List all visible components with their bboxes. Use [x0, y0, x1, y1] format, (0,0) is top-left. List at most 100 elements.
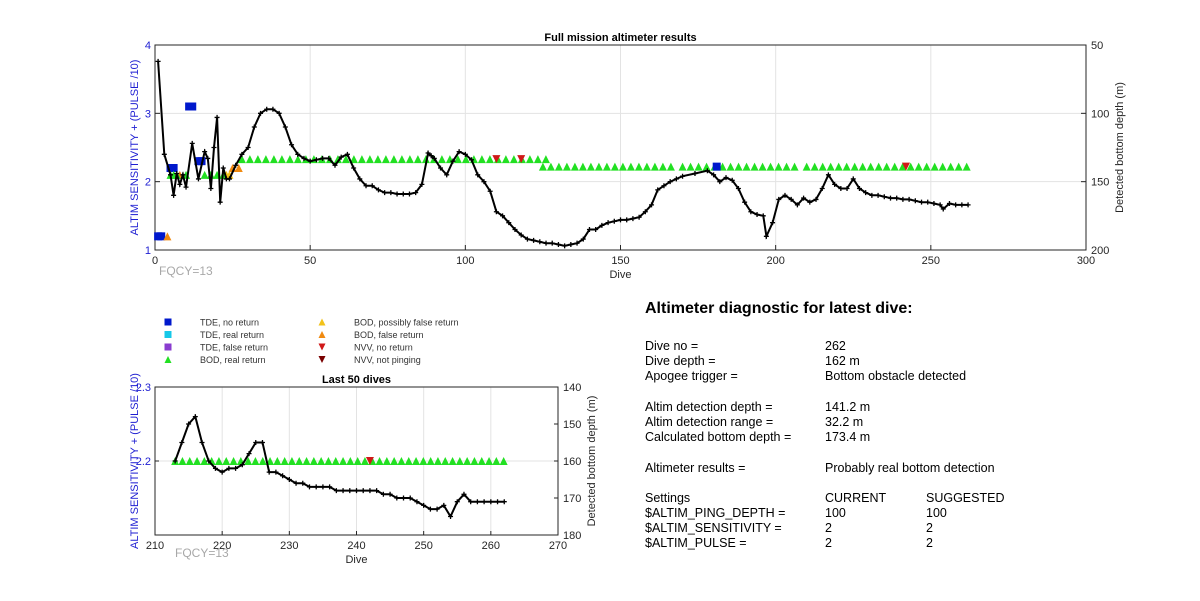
- x-tick-label: 260: [482, 540, 500, 552]
- settings-row-col1: $ALTIM_SENSITIVITY =: [645, 521, 782, 535]
- nvv-no-return-marker: [365, 457, 374, 465]
- nvv-no-return-marker: [517, 155, 526, 164]
- depth-point: [301, 155, 307, 161]
- depth-point: [441, 502, 447, 508]
- depth-point: [347, 488, 353, 494]
- diagnostic-row-col2: 162 m: [825, 354, 860, 368]
- depth-point: [474, 499, 480, 505]
- depth-point: [946, 201, 952, 207]
- bod-real-return-marker: [686, 162, 695, 171]
- depth-point: [344, 151, 350, 157]
- bod-real-return-marker: [269, 155, 278, 164]
- bod-real-return-marker: [258, 457, 267, 465]
- bod-real-return-marker: [642, 162, 651, 171]
- bod-real-return-marker: [341, 155, 350, 164]
- depth-point: [667, 179, 673, 185]
- depth-point: [454, 499, 460, 505]
- depth-point: [401, 495, 407, 501]
- legend-tde-real-return-label: TDE, real return: [200, 330, 264, 340]
- depth-point: [431, 155, 437, 161]
- depth-point: [382, 190, 388, 196]
- depth-point: [394, 495, 400, 501]
- depth-point: [245, 145, 251, 150]
- bod-real-return-marker: [324, 457, 333, 465]
- depth-point: [438, 165, 444, 171]
- depth-point: [788, 196, 794, 202]
- depth-point: [177, 181, 183, 187]
- legend-nvv-not-pinging-icon: [318, 356, 326, 363]
- depth-point: [555, 242, 561, 248]
- depth-point: [618, 217, 623, 223]
- depth-point: [704, 168, 710, 174]
- depth-point: [251, 124, 257, 130]
- depth-point: [220, 165, 226, 171]
- depth-point: [280, 473, 286, 479]
- diagnostic-row-col2: 173.4 m: [825, 430, 871, 444]
- bod-real-return-marker: [222, 457, 231, 465]
- bod-real-return-marker: [758, 162, 767, 171]
- bod-real-return-marker: [782, 162, 791, 171]
- bod-real-return-marker: [381, 155, 390, 164]
- depth-point: [367, 488, 373, 494]
- depth-point: [226, 465, 232, 471]
- bod-real-return-marker: [533, 155, 542, 164]
- x-tick-label: 240: [347, 540, 365, 552]
- depth-point: [925, 199, 931, 205]
- depth-point: [448, 514, 454, 519]
- depth-point: [562, 243, 568, 249]
- bod-real-return-marker: [492, 457, 501, 465]
- bod-real-return-marker: [858, 162, 867, 171]
- tde-no-return-marker: [169, 164, 178, 172]
- depth-point: [394, 191, 400, 197]
- legend-bod-false-return-label: BOD, false return: [354, 330, 424, 340]
- depth-point: [214, 114, 220, 120]
- depth-point: [776, 196, 782, 202]
- depth-point: [763, 233, 769, 239]
- bod-real-return-marker: [578, 162, 587, 171]
- bod-real-return-marker: [285, 155, 294, 164]
- bod-false-return-marker: [234, 164, 243, 172]
- legend: TDE, no return TDE, real return TDE, false…: [164, 318, 459, 365]
- bod-real-return-marker: [842, 162, 851, 171]
- depth-point: [723, 175, 729, 181]
- depth-point: [549, 240, 555, 246]
- depth-point: [881, 194, 887, 200]
- depth-point: [406, 191, 412, 197]
- legend-tde-false-return-label: TDE, false return: [200, 343, 268, 353]
- depth-point: [233, 465, 239, 471]
- depth-point: [680, 173, 686, 179]
- bod-real-return-marker: [930, 162, 939, 171]
- bod-real-return-marker: [525, 155, 534, 164]
- y-tick-label: 2: [145, 177, 151, 189]
- diagnostic-row-col1: Altim detection depth =: [645, 400, 773, 414]
- bod-real-return-marker: [610, 162, 619, 171]
- depth-point: [427, 506, 433, 512]
- legend-bod-possibly-false-return-icon: [318, 318, 326, 326]
- depth-point: [171, 192, 177, 198]
- depth-point: [300, 480, 306, 486]
- diagnostic-row-col2: Probably real bottom detection: [825, 461, 995, 475]
- bod-real-return-marker: [437, 155, 446, 164]
- bod-real-return-marker: [317, 457, 326, 465]
- depth-point: [363, 183, 369, 189]
- depth-point: [313, 157, 319, 163]
- depth-point: [568, 242, 574, 248]
- depth-point: [493, 209, 499, 215]
- bod-real-return-marker: [229, 457, 238, 465]
- bod-real-return-marker: [280, 457, 289, 465]
- depth-point: [512, 227, 518, 232]
- y-tick-label: 3: [145, 108, 151, 120]
- depth-point: [206, 458, 212, 464]
- depth-point: [211, 145, 217, 150]
- depth-point: [461, 491, 467, 497]
- legend-tde-false-return-icon: [164, 343, 172, 351]
- depth-point: [192, 414, 198, 420]
- bod-real-return-marker: [453, 155, 462, 164]
- depth-point: [875, 192, 881, 198]
- bod-real-return-marker: [477, 457, 486, 465]
- depth-point: [313, 484, 319, 490]
- bod-real-return-marker: [470, 457, 479, 465]
- legend-nvv-not-pinging-label: NVV, not pinging: [354, 355, 421, 365]
- x-tick-label: 0: [152, 255, 158, 267]
- depth-point: [357, 176, 363, 182]
